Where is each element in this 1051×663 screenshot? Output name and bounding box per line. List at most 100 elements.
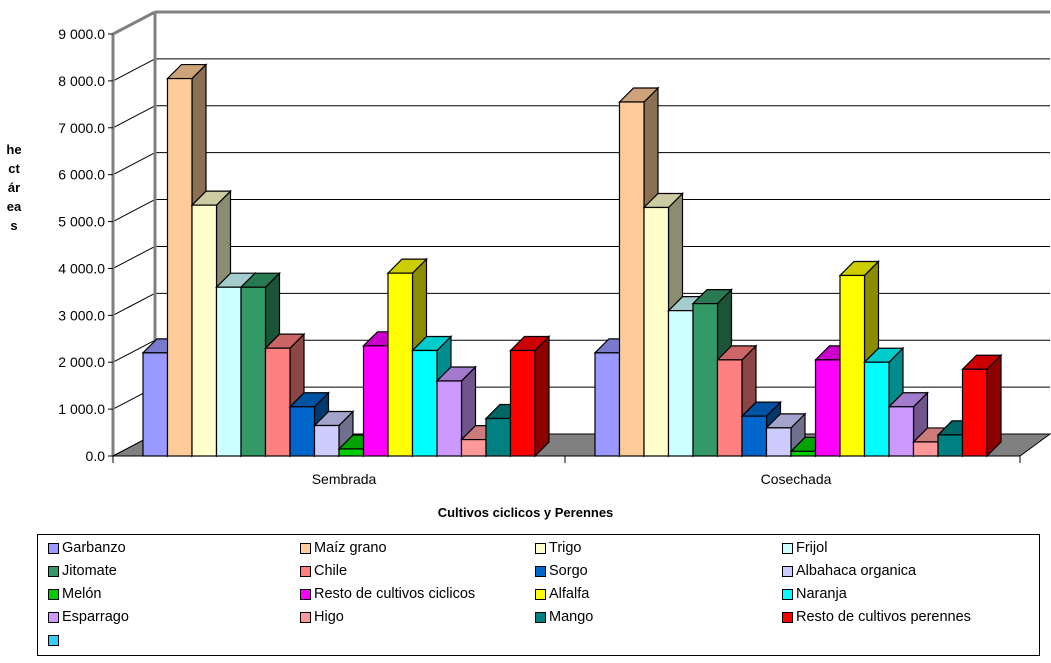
bar	[142, 352, 169, 457]
legend-label: Melón	[62, 586, 102, 602]
legend-swatch	[48, 588, 59, 600]
bar	[618, 101, 645, 457]
legend-label: Albahaca organica	[796, 563, 917, 579]
bar	[643, 206, 670, 457]
bar	[191, 204, 218, 457]
legend-swatch	[535, 565, 546, 577]
y-tick-label: 0.0	[86, 448, 106, 464]
legend-swatch	[48, 542, 59, 554]
legend-swatch	[300, 588, 311, 600]
bar	[765, 427, 792, 457]
bar	[166, 77, 193, 457]
bar	[716, 359, 743, 457]
gridline-side	[112, 246, 156, 269]
bar	[387, 272, 414, 457]
legend-label: Mango	[549, 609, 594, 625]
y-tick-label: 9 000.0	[58, 26, 105, 42]
bar	[912, 441, 939, 457]
bar	[888, 406, 915, 457]
y-tick-label: 2 000.0	[58, 354, 105, 370]
legend-swatch	[300, 611, 311, 623]
legend-label: Esparrago	[62, 609, 129, 625]
legend-item: Frijol	[782, 538, 827, 558]
bar	[240, 286, 267, 457]
y-tick-label: 6 000.0	[58, 167, 105, 183]
legend-label: Garbanzo	[62, 540, 126, 556]
legend-item: Resto de cultivos perennes	[782, 607, 971, 627]
bar-side	[534, 335, 550, 458]
legend-item: Mango	[535, 607, 593, 627]
bar	[814, 359, 841, 457]
legend-label: Maíz grano	[314, 540, 387, 556]
legend: Garbanzo Maíz grano Trigo Frijol Jitomate Chi…	[37, 534, 1040, 656]
bar-side	[986, 353, 1002, 458]
legend-label: Sorgo	[549, 563, 588, 579]
bar	[264, 347, 291, 457]
bar	[741, 415, 768, 457]
bar	[485, 417, 512, 457]
bar	[289, 406, 316, 457]
legend-item: Naranja	[782, 584, 847, 604]
legend-label: Higo	[314, 609, 344, 625]
legend-swatch	[782, 565, 793, 577]
y-axis-label: hectáreas	[6, 142, 22, 233]
y-tick-label: 3 000.0	[58, 307, 105, 323]
bar	[509, 349, 536, 457]
bar	[863, 361, 890, 457]
legend-item: Melón	[48, 584, 102, 604]
legend-swatch	[48, 634, 59, 646]
legend-label: Frijol	[796, 540, 828, 556]
legend-swatch	[48, 611, 59, 623]
y-tick-label: 8 000.0	[58, 73, 105, 89]
legend-item: Alfalfa	[535, 584, 589, 604]
legend-item	[48, 630, 62, 650]
legend-item: Chile	[300, 561, 347, 581]
legend-label: Chile	[314, 563, 348, 579]
x-tick-label: Sembrada	[312, 471, 377, 487]
legend-item: Jitomate	[48, 561, 117, 581]
gridline-side	[112, 199, 156, 222]
legend-item: Esparrago	[48, 607, 129, 627]
legend-swatch	[782, 611, 793, 623]
bar	[338, 448, 365, 457]
bar	[313, 424, 340, 457]
gridline-side	[112, 105, 156, 129]
legend-swatch	[782, 542, 793, 554]
y-tick-label: 7 000.0	[58, 120, 105, 136]
gridline-side	[112, 292, 156, 316]
gridline-side	[112, 339, 156, 363]
legend-swatch	[535, 542, 546, 554]
y-tick-label: 5 000.0	[58, 214, 105, 230]
side-wall-top-edge	[112, 10, 156, 36]
y-tick-label: 1 000.0	[58, 401, 105, 417]
gridline-side	[112, 58, 156, 82]
bar	[692, 303, 719, 457]
legend-label: Jitomate	[62, 563, 117, 579]
legend-swatch	[535, 588, 546, 600]
legend-item: Albahaca organica	[782, 561, 916, 581]
legend-swatch	[300, 565, 311, 577]
legend-swatch	[300, 542, 311, 554]
legend-item: Resto de cultivos ciclicos	[300, 584, 475, 604]
x-axis-label: Cultivos ciclicos y Perennes	[437, 505, 614, 520]
bar	[436, 380, 463, 457]
legend-item: Higo	[300, 607, 344, 627]
bar	[362, 345, 389, 457]
legend-swatch	[535, 611, 546, 623]
y-tick-label: 4 000.0	[58, 260, 105, 276]
bar	[215, 286, 242, 457]
bar	[839, 274, 866, 457]
legend-label: Trigo	[549, 540, 582, 556]
legend-label: Alfalfa	[549, 586, 590, 602]
bar	[411, 349, 438, 457]
bar	[790, 450, 817, 457]
legend-item: Maíz grano	[300, 538, 387, 558]
legend-label: Resto de cultivos perennes	[796, 609, 971, 625]
bar	[937, 434, 964, 457]
bar	[961, 368, 988, 457]
legend-item: Sorgo	[535, 561, 588, 581]
x-tick-label: Cosechada	[761, 471, 832, 487]
legend-swatch	[48, 565, 59, 577]
legend-label: Resto de cultivos ciclicos	[314, 586, 476, 602]
